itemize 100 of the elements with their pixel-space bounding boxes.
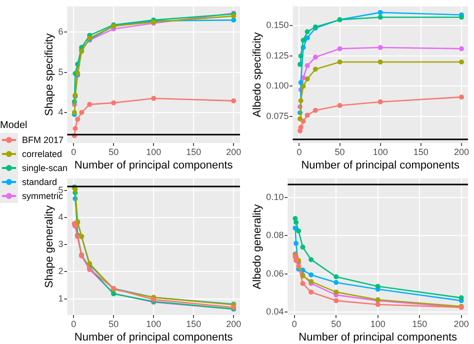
x-tick-label: 200 [454,146,470,157]
y-axis-title: Shape specificity [44,32,56,116]
point [378,14,383,20]
y-tick-label: 0.075 [266,110,289,121]
x-tick-label: 50 [334,146,345,157]
y-tick-label: 0.06 [266,268,284,278]
point [459,94,464,100]
y-tick-label: 0.150 [266,20,289,30]
point [378,45,383,50]
x-tick-label: 150 [186,318,202,329]
point [79,110,84,115]
point [298,62,303,67]
point [378,99,383,104]
x-tick-label: 100 [370,318,386,329]
point [375,284,380,289]
y-axis-title: Shape generality [44,204,56,288]
x-axis-title: Number of principal components [298,331,458,344]
x-axis-title: Number of principal components [74,331,234,344]
point [304,76,310,82]
y-tick-label: 0.04 [266,306,284,317]
legend-label: BFM 2017 [22,135,64,145]
point [300,38,306,43]
point [304,63,310,68]
point [334,290,339,295]
point [72,126,78,132]
y-tick-label: 4 [58,106,64,117]
point [304,29,310,34]
x-tick-label: 150 [413,146,428,157]
y-axis-title: Albedo specificity [252,32,264,118]
legend-label: standard [22,177,58,187]
point [151,96,156,101]
point [296,264,302,269]
point [298,116,303,122]
point [298,80,304,86]
y-tick-label: 1 [58,293,64,304]
point [378,60,383,65]
legend-label: single-scan [22,163,68,173]
point [312,54,318,60]
point [296,228,302,234]
point [459,60,464,65]
point [300,118,306,124]
point [378,10,383,15]
y-tick-label: 5 [58,66,64,77]
point [300,84,306,89]
x-tick-label: 100 [146,146,162,157]
legend-label: correlated [22,149,62,159]
y-tick-label: 0.08 [266,230,284,240]
point [308,257,314,262]
x-tick-label: 50 [108,146,119,157]
point [300,280,306,286]
y-tick-label: 6 [58,26,64,37]
x-tick-label: 0 [296,146,302,157]
point [337,46,342,52]
point [337,103,342,108]
point [304,35,310,40]
point [459,46,464,52]
x-tick-label: 0 [71,146,76,157]
point [334,280,339,286]
point [458,295,464,300]
point [294,220,299,225]
point [337,60,342,65]
y-tick-label: 2 [58,266,64,276]
point [304,112,310,118]
x-tick-label: 100 [372,146,388,157]
point [334,298,339,304]
point [87,102,92,107]
x-tick-label: 150 [412,318,428,329]
point [111,100,116,106]
x-tick-label: 0 [71,318,76,329]
point [231,98,236,104]
point [308,272,314,278]
point [298,124,304,130]
point [375,302,380,307]
point [308,290,314,295]
x-tick-label: 100 [146,318,162,329]
point [300,244,306,250]
legend-title: Model [0,120,28,131]
y-tick-label: 0.10 [266,192,284,202]
y-tick-label: 3 [58,239,64,250]
x-tick-label: 0 [292,318,297,329]
x-axis-title: Number of principal components [301,159,460,172]
point [312,108,318,113]
x-tick-label: 150 [186,146,202,157]
point [298,53,304,58]
x-tick-label: 200 [226,318,242,329]
point [312,66,318,72]
y-tick-label: 0.125 [266,50,289,60]
y-tick-label: 0.100 [266,80,289,91]
x-tick-label: 200 [454,318,469,329]
x-tick-label: 200 [226,146,242,157]
y-axis-title: Albedo generality [252,204,264,290]
x-tick-label: 50 [331,318,342,329]
x-axis-title: Number of principal components [74,159,234,172]
point [298,98,304,104]
point [75,116,80,122]
x-tick-label: 50 [108,318,119,329]
point [334,274,339,280]
y-tick-label: 4 [58,212,64,222]
point [459,14,464,20]
point [294,240,299,246]
